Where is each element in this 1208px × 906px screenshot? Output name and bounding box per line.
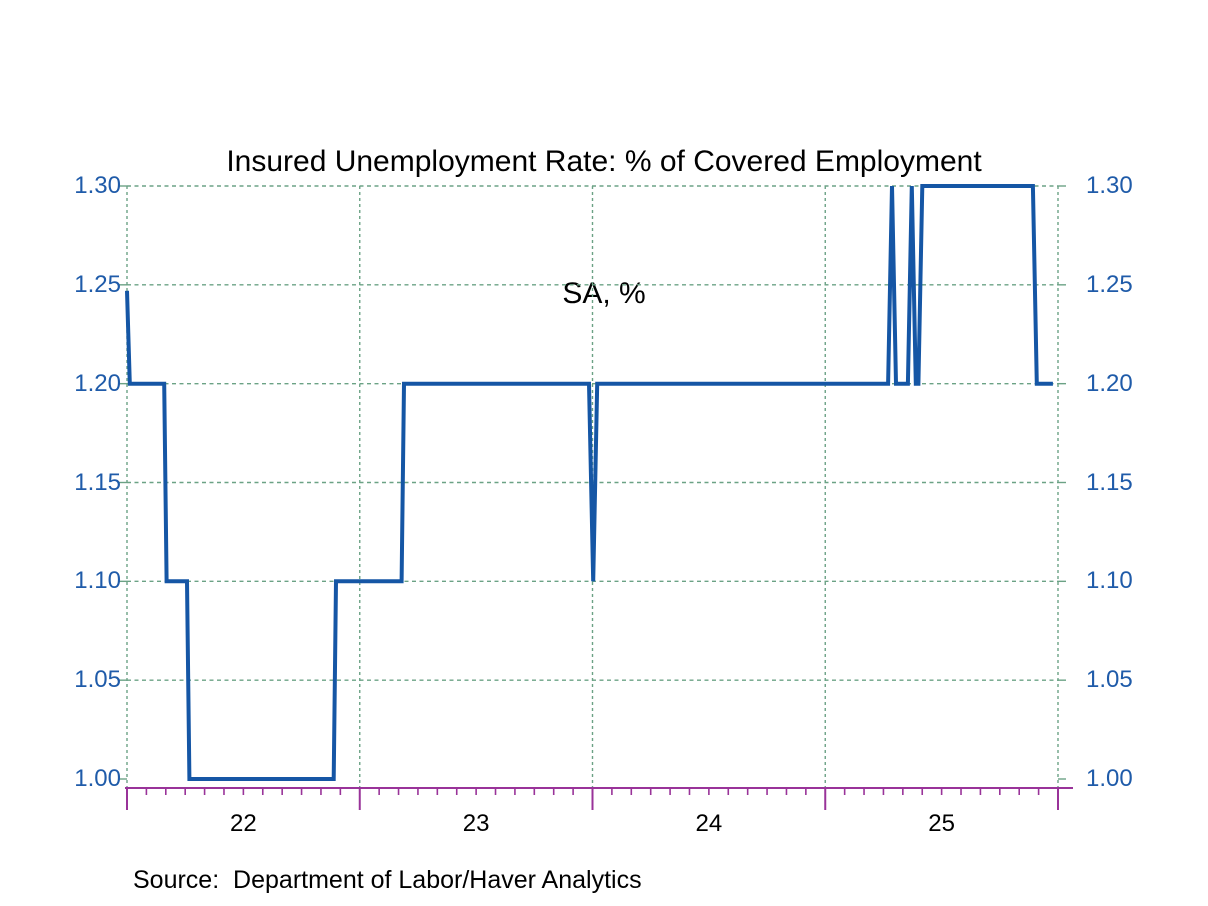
x-axis-label: 24	[695, 810, 723, 837]
y-axis-label-right: 1.25	[1086, 270, 1133, 298]
y-axis-label-left: 1.30	[74, 172, 121, 199]
y-axis-label-left: 1.05	[74, 666, 121, 694]
y-axis-label-left: 1.20	[74, 369, 121, 397]
y-axis-label-right: 1.10	[1086, 567, 1133, 595]
data-line	[125, 184, 1053, 781]
x-axis-label: 23	[462, 810, 490, 837]
y-axis-label-right: 1.15	[1086, 468, 1133, 496]
source-note: Source: Department of Labor/Haver Analyt…	[133, 866, 642, 894]
y-axis-label-left: 1.25	[74, 270, 121, 298]
chart-title-line1: Insured Unemployment Rate: % of Covered …	[226, 145, 982, 178]
x-axis-label: 25	[928, 810, 955, 837]
y-axis-label-right: 1.05	[1086, 666, 1133, 694]
y-axis-label-left: 1.00	[74, 765, 121, 792]
y-axis-label-left: 1.10	[74, 567, 121, 595]
y-axis-label-right: 1.20	[1086, 369, 1133, 397]
y-axis-label-left: 1.15	[74, 468, 121, 496]
y-axis-label-right: 1.30	[1086, 172, 1133, 199]
y-axis-label-right: 1.00	[1086, 765, 1133, 792]
chart-title: Insured Unemployment Rate: % of Covered …	[0, 52, 1208, 404]
x-axis-label: 22	[230, 810, 257, 837]
chart-title-line2: SA, %	[562, 277, 646, 310]
